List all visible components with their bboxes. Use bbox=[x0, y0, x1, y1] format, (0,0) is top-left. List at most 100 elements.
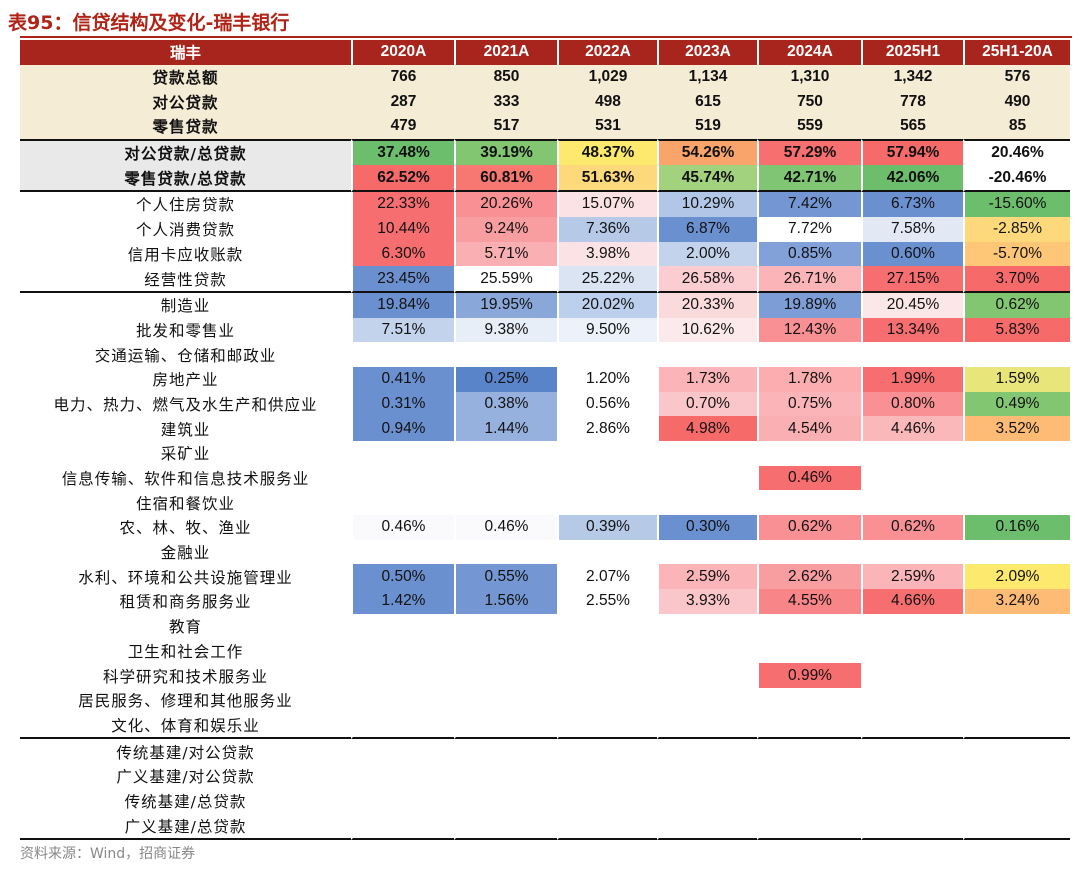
value-cell: 12.43% bbox=[757, 317, 861, 343]
value-cell bbox=[657, 789, 757, 814]
value-cell bbox=[861, 813, 963, 840]
value-cell: 0.49% bbox=[963, 391, 1070, 417]
value-cell: 750 bbox=[757, 89, 861, 115]
value-cell bbox=[757, 342, 861, 367]
value-cell bbox=[557, 813, 657, 840]
row-label: 传统基建/对公贷款 bbox=[116, 743, 255, 762]
value-cell bbox=[861, 663, 963, 688]
value-cell: 766 bbox=[351, 64, 454, 90]
value-cell: 4.55% bbox=[757, 589, 861, 614]
value-cell: 3.24% bbox=[963, 589, 1070, 614]
value-cell: 2.55% bbox=[557, 589, 657, 614]
table-row: 贷款总额 766 850 1,029 1,134 1,310 1,342 576 bbox=[20, 64, 1070, 90]
value-cell: 22.33% bbox=[351, 192, 454, 217]
value-cell bbox=[557, 789, 657, 814]
value-cell: 10.29% bbox=[657, 192, 757, 217]
value-cell bbox=[861, 441, 963, 466]
value-cell: 850 bbox=[454, 64, 557, 90]
value-cell bbox=[454, 639, 557, 664]
table-row: 对公贷款 287 333 498 615 750 778 490 bbox=[20, 89, 1070, 115]
value-cell: 3.70% bbox=[963, 266, 1070, 293]
value-cell: 25.22% bbox=[557, 266, 657, 293]
value-cell: 0.39% bbox=[557, 515, 657, 540]
row-label: 水利、环境和公共设施管理业 bbox=[78, 568, 293, 587]
value-cell: 2.59% bbox=[861, 564, 963, 590]
value-cell bbox=[657, 466, 757, 491]
value-cell: -20.46% bbox=[963, 165, 1070, 193]
value-cell: 2.59% bbox=[657, 564, 757, 590]
value-cell bbox=[351, 739, 454, 764]
table-row: 金融业 bbox=[20, 540, 1070, 565]
value-cell bbox=[657, 663, 757, 688]
header-2025h1: 2025H1 bbox=[861, 40, 963, 65]
table-row: 经营性贷款 23.45% 25.59% 25.22% 26.58% 26.71% 27.15… bbox=[20, 266, 1070, 293]
header-2020a: 2020A bbox=[351, 40, 454, 65]
value-cell: 48.37% bbox=[557, 138, 657, 166]
row-label: 传统基建/总贷款 bbox=[124, 792, 247, 811]
value-cell bbox=[557, 614, 657, 639]
value-cell bbox=[861, 688, 963, 713]
value-cell: 23.45% bbox=[351, 266, 454, 293]
value-cell bbox=[557, 739, 657, 764]
value-cell: 9.24% bbox=[454, 216, 557, 242]
value-cell: 519 bbox=[657, 114, 757, 139]
value-cell bbox=[963, 441, 1070, 466]
value-cell: 1,342 bbox=[861, 64, 963, 90]
value-cell bbox=[657, 342, 757, 367]
value-cell: 1,134 bbox=[657, 64, 757, 90]
value-cell: 27.15% bbox=[861, 266, 963, 293]
row-label: 房地产业 bbox=[152, 371, 219, 390]
value-cell bbox=[861, 739, 963, 764]
value-cell bbox=[557, 764, 657, 789]
table-row: 房地产业 0.41% 0.25% 1.20% 1.73% 1.78% 1.99% 1.59% bbox=[20, 366, 1070, 392]
value-cell: 0.38% bbox=[454, 391, 557, 417]
value-cell bbox=[757, 540, 861, 565]
row-label: 住宿和餐饮业 bbox=[135, 494, 235, 513]
value-cell bbox=[757, 764, 861, 789]
value-cell: 9.50% bbox=[557, 317, 657, 343]
row-label: 广义基建/对公贷款 bbox=[116, 768, 255, 787]
value-cell: 37.48% bbox=[351, 138, 454, 166]
value-cell bbox=[557, 441, 657, 466]
value-cell: 0.56% bbox=[557, 391, 657, 417]
row-label: 居民服务、修理和其他服务业 bbox=[78, 692, 293, 711]
row-label: 建筑业 bbox=[160, 420, 211, 439]
value-cell: 333 bbox=[454, 89, 557, 115]
value-cell bbox=[963, 739, 1070, 764]
value-cell: 479 bbox=[351, 114, 454, 139]
value-cell: 7.42% bbox=[757, 192, 861, 217]
table-body: 贷款总额 766 850 1,029 1,134 1,310 1,342 576 对公贷款 287… bbox=[20, 64, 1070, 840]
value-cell: 1,310 bbox=[757, 64, 861, 90]
value-cell: 6.73% bbox=[861, 192, 963, 217]
table-row: 零售贷款 479 517 531 519 559 565 85 bbox=[20, 114, 1070, 139]
value-cell bbox=[454, 342, 557, 367]
value-cell: 57.94% bbox=[861, 138, 963, 166]
row-label: 电力、热力、燃气及水生产和供应业 bbox=[53, 395, 318, 414]
value-cell: 4.66% bbox=[861, 589, 963, 614]
table-row: 广义基建/对公贷款 bbox=[20, 764, 1070, 789]
value-cell bbox=[861, 490, 963, 515]
value-cell: 0.60% bbox=[861, 241, 963, 267]
header-row: 瑞丰 2020A 2021A 2022A 2023A 2024A 2025H1 … bbox=[20, 40, 1070, 65]
value-cell bbox=[963, 764, 1070, 789]
value-cell bbox=[963, 540, 1070, 565]
table-row: 电力、热力、燃气及水生产和供应业 0.31% 0.38% 0.56% 0.70% 0.75… bbox=[20, 391, 1070, 417]
value-cell: 565 bbox=[861, 114, 963, 139]
row-label: 经营性贷款 bbox=[20, 266, 351, 293]
value-cell bbox=[963, 342, 1070, 367]
table-row: 广义基建/总贷款 bbox=[20, 813, 1070, 840]
value-cell: 0.55% bbox=[454, 564, 557, 590]
value-cell: 19.95% bbox=[454, 292, 557, 318]
value-cell: 45.74% bbox=[657, 165, 757, 193]
row-label: 贷款总额 bbox=[20, 64, 351, 90]
value-cell: 3.98% bbox=[557, 241, 657, 267]
header-2023a: 2023A bbox=[657, 40, 757, 65]
value-cell bbox=[557, 490, 657, 515]
table-row: 信用卡应收账款 6.30% 5.71% 3.98% 2.00% 0.85% 0.60% -5.… bbox=[20, 241, 1070, 267]
header-2022a: 2022A bbox=[557, 40, 657, 65]
value-cell: 10.44% bbox=[351, 216, 454, 242]
value-cell bbox=[757, 739, 861, 764]
value-cell bbox=[454, 813, 557, 840]
table-row: 信息传输、软件和信息技术服务业 0.46% bbox=[20, 465, 1070, 491]
value-cell bbox=[757, 441, 861, 466]
